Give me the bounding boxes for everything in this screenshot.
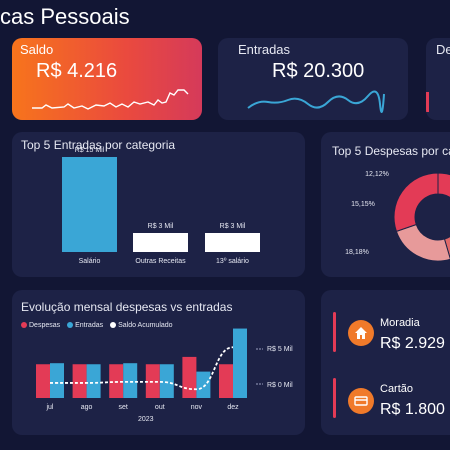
saldo-value: R$ 4.216 bbox=[36, 60, 118, 82]
saldo-card: Saldo R$ 4.216 bbox=[12, 38, 202, 120]
evol-x-label-dez: dez bbox=[227, 404, 239, 411]
entradas-data-label-2: R$ 3 Mil bbox=[220, 223, 246, 230]
evol-bar-entradas-ago bbox=[86, 364, 101, 398]
entradas-value: R$ 20.300 bbox=[272, 60, 365, 82]
evol-x-label-nov: nov bbox=[191, 404, 203, 411]
cartao-label: Cartão bbox=[380, 383, 414, 395]
top-entradas-card: Top 5 Entradas por categoria R$ 15 Mil Sa… bbox=[12, 132, 305, 277]
entradas-data-label-0: R$ 15 Mil bbox=[75, 147, 105, 154]
entradas-label: Entradas bbox=[238, 42, 291, 57]
y-label-5mil: R$ 5 Mil bbox=[267, 346, 293, 353]
legend-saldo-label: Saldo Acumulado bbox=[118, 322, 173, 329]
legend-entradas: Entradas bbox=[67, 322, 103, 329]
evolucao-legend: Despesas Entradas Saldo Acumulado bbox=[21, 322, 178, 329]
entradas-card: Entradas R$ 20.300 bbox=[218, 38, 408, 120]
legend-despesas: Despesas bbox=[21, 322, 60, 329]
evolucao-chart: R$ 5 Mil R$ 0 Mil jul ago set out nov dez 2023 bbox=[36, 328, 293, 423]
evol-x-label-jul: jul bbox=[45, 404, 53, 411]
entradas-bar-0 bbox=[62, 157, 117, 252]
top-despesas-title: Top 5 Despesas por cat bbox=[332, 144, 450, 158]
evol-bar-entradas-jul bbox=[50, 363, 64, 398]
top-despesas-card: Top 5 Despesas por cat 12,12% 15,15% 18,18… bbox=[321, 132, 450, 277]
legend-despesas-dot bbox=[21, 322, 27, 329]
evol-year-label: 2023 bbox=[138, 416, 154, 423]
evol-x-label-ago: ago bbox=[81, 404, 93, 411]
donut-slice-0 bbox=[437, 172, 450, 199]
despesas-sparkline bbox=[426, 92, 429, 112]
legend-entradas-dot bbox=[67, 322, 74, 329]
moradia-accent bbox=[333, 312, 336, 352]
cartao-accent bbox=[333, 378, 336, 418]
evol-x-label-out: out bbox=[155, 404, 165, 411]
donut-label-2: 18,18% bbox=[345, 249, 369, 256]
entradas-category-1: Outras Receitas bbox=[135, 258, 186, 265]
entradas-bar-1 bbox=[133, 233, 188, 252]
entradas-bar-2 bbox=[205, 233, 260, 252]
evolucao-card: Evolução mensal despesas vs entradas Des… bbox=[12, 290, 305, 435]
house-icon bbox=[348, 320, 374, 346]
top-entradas-chart: R$ 15 Mil Salário R$ 3 Mil Outras Receitas R… bbox=[62, 147, 260, 265]
despesas-label: De bbox=[436, 42, 450, 57]
page-title: cas Pessoais bbox=[0, 4, 130, 29]
despesas-card: De bbox=[426, 38, 450, 120]
moradia-label: Moradia bbox=[380, 317, 420, 329]
evol-x-label-set: set bbox=[119, 404, 128, 411]
card-icon bbox=[348, 388, 374, 414]
entradas-category-2: 13º salário bbox=[216, 258, 249, 265]
saldo-sparkline bbox=[32, 89, 189, 110]
evol-bar-entradas-nov bbox=[196, 371, 211, 398]
donut-slice-3 bbox=[395, 223, 450, 262]
legend-saldo: Saldo Acumulado bbox=[110, 322, 173, 329]
evol-bar-entradas-set bbox=[123, 363, 138, 398]
evol-bar-despesas-nov bbox=[182, 356, 197, 398]
legend-saldo-dot bbox=[110, 322, 117, 329]
evol-bar-despesas-jul bbox=[36, 364, 50, 398]
legend-despesas-label: Despesas bbox=[29, 322, 61, 329]
evol-bar-entradas-dez bbox=[233, 328, 247, 398]
donut-slice-4 bbox=[393, 172, 439, 233]
donut-label-0: 12,12% bbox=[365, 171, 389, 178]
evol-bar-despesas-dez bbox=[219, 364, 233, 398]
cartao-value: R$ 1.800 bbox=[380, 401, 445, 418]
saldo-acumulado-line bbox=[49, 346, 234, 391]
evol-bar-entradas-out bbox=[159, 364, 174, 398]
top-despesas-chart: 12,12% 15,15% 18,18% bbox=[345, 171, 450, 262]
donut-label-1: 15,15% bbox=[351, 201, 375, 208]
categorias-card: Moradia R$ 2.929 Cartão R$ 1.800 bbox=[321, 290, 450, 435]
moradia-value: R$ 2.929 bbox=[380, 335, 445, 352]
evolucao-title: Evolução mensal despesas vs entradas bbox=[21, 300, 233, 314]
entradas-category-0: Salário bbox=[79, 258, 101, 265]
legend-entradas-label: Entradas bbox=[75, 322, 104, 329]
entradas-data-label-1: R$ 3 Mil bbox=[148, 223, 174, 230]
saldo-label: Saldo bbox=[20, 42, 54, 57]
top-entradas-title: Top 5 Entradas por categoria bbox=[21, 138, 176, 152]
entradas-sparkline bbox=[247, 90, 385, 113]
y-label-0mil: R$ 0 Mil bbox=[267, 382, 293, 389]
evol-bar-despesas-ago bbox=[72, 364, 87, 398]
